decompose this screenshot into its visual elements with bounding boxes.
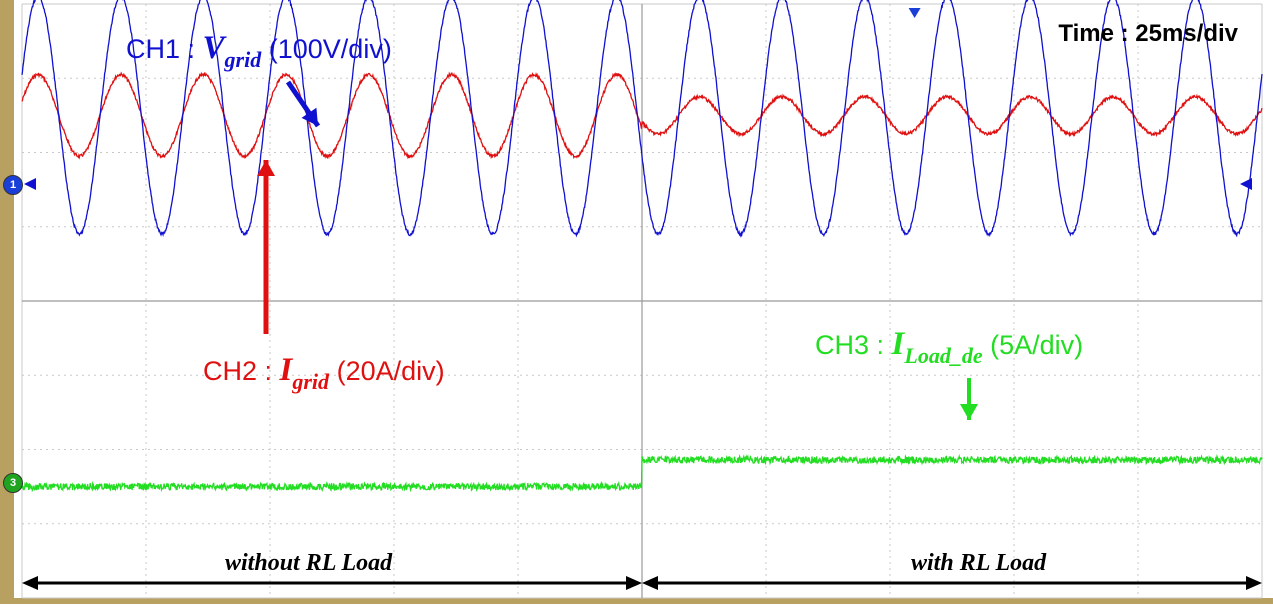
region-with-right-head [1246, 576, 1262, 590]
ch3-prefix: CH3 : [815, 330, 892, 360]
ch1-prefix: CH1 : [126, 34, 203, 64]
ch1-ground-marker: 1 [3, 175, 23, 195]
ch2-label: CH2 : Igrid (20A/div) [203, 352, 445, 394]
ch1-right-pointer [1240, 178, 1252, 190]
ch3-subscript: Load_de [904, 343, 983, 368]
ch3-arrow-head [960, 404, 978, 420]
ch1-scale: (100V/div) [268, 34, 392, 64]
ch2-grid-current-trace [21, 71, 1263, 160]
ch2-prefix: CH2 : [203, 356, 280, 386]
ch3-load-current-trace [21, 453, 1263, 493]
ch1-grid-voltage-trace [21, 0, 1263, 238]
time-scale-label: Time : 25ms/div [1058, 20, 1238, 47]
ch1-left-pointer [24, 178, 36, 190]
grid-lines [21, 3, 1263, 599]
traces [21, 0, 1263, 493]
trigger-marker [908, 8, 921, 18]
ch3-scale: (5A/div) [990, 330, 1084, 360]
plot-background [14, 0, 1273, 598]
region-with-left-head [642, 576, 658, 590]
ch1-symbol: V [202, 30, 225, 66]
ch1-label: CH1 : Vgrid (100V/div) [126, 30, 392, 72]
ch3-symbol: I [891, 326, 905, 362]
region-label-without-load: without RL Load [225, 550, 393, 576]
ch1-subscript: grid [224, 47, 262, 72]
region-label-with-load: with RL Load [911, 550, 1047, 576]
ch2-arrow-head [257, 160, 275, 176]
left-bezel [0, 0, 14, 604]
ch3-label: CH3 : ILoad_de (5A/div) [815, 326, 1084, 368]
ch2-subscript: grid [292, 369, 330, 394]
ch3-ground-marker: 3 [3, 473, 23, 493]
ch2-symbol: I [279, 352, 293, 388]
annotation-arrows [22, 80, 1262, 590]
ch2-scale: (20A/div) [336, 356, 445, 386]
ch1-arrow-head [301, 107, 318, 126]
region-without-right-head [626, 576, 642, 590]
bottom-bezel [0, 598, 1273, 604]
region-without-left-head [22, 576, 38, 590]
